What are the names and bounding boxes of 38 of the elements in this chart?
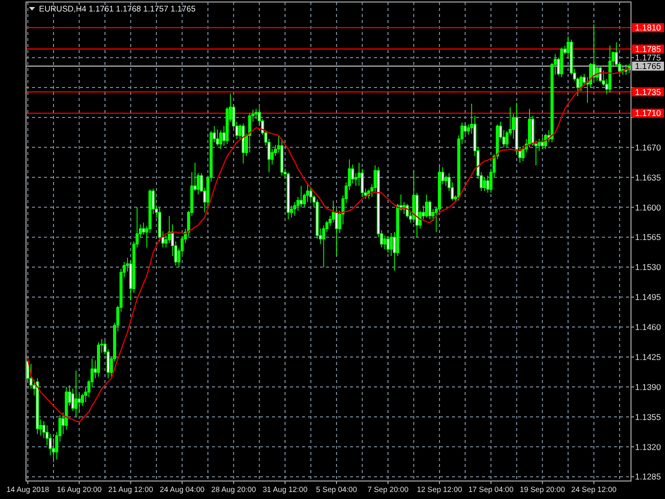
y-tick-label: 1.1355	[635, 412, 662, 422]
y-tick-label: 1.1320	[635, 442, 662, 452]
y-tick-label: 1.1670	[635, 142, 662, 152]
candlestick	[386, 236, 390, 254]
ref-line-label: 1.1710	[635, 108, 662, 118]
candlestick	[425, 194, 428, 218]
candlestick	[322, 224, 326, 268]
candlestick	[216, 129, 220, 146]
y-tick-label: 1.1390	[635, 382, 662, 392]
candlestick	[560, 46, 564, 78]
y-tick-label: 1.1565	[635, 232, 662, 242]
y-tick-label: 1.1460	[635, 322, 662, 332]
candlestick	[74, 370, 78, 418]
y-tick-label: 1.1775	[635, 52, 662, 63]
candlestick	[64, 386, 68, 430]
ref-line-label: 1.1765	[635, 61, 662, 72]
line-series	[27, 68, 630, 423]
y-tick-label: 1.1495	[635, 292, 662, 302]
candlestick	[248, 112, 252, 153]
ref-line-label: 1.1810	[635, 22, 662, 33]
candlestick	[608, 45, 612, 94]
candlestick	[300, 186, 303, 208]
y-tick-label: 1.1425	[635, 352, 662, 362]
y-tick-label: 1.1285	[635, 472, 662, 482]
y-tick-label: 1.1600	[635, 202, 662, 212]
candlestick	[36, 378, 39, 434]
y-tick-label: 1.1635	[635, 172, 662, 182]
ref-line-label: 1.1735	[635, 86, 662, 97]
ref-line-label: 1.1785	[635, 44, 662, 54]
chart-title: EURUSD,H4 1.1761 1.1768 1.1757 1.1765	[39, 4, 196, 14]
candlestick	[219, 130, 222, 150]
candlestick	[286, 172, 290, 220]
candlestick	[242, 123, 245, 164]
candlestick	[280, 138, 284, 176]
candlestick	[540, 136, 544, 150]
candlestick	[598, 66, 602, 83]
y-tick-label: 1.1530	[635, 262, 662, 272]
candlestick	[97, 342, 100, 378]
